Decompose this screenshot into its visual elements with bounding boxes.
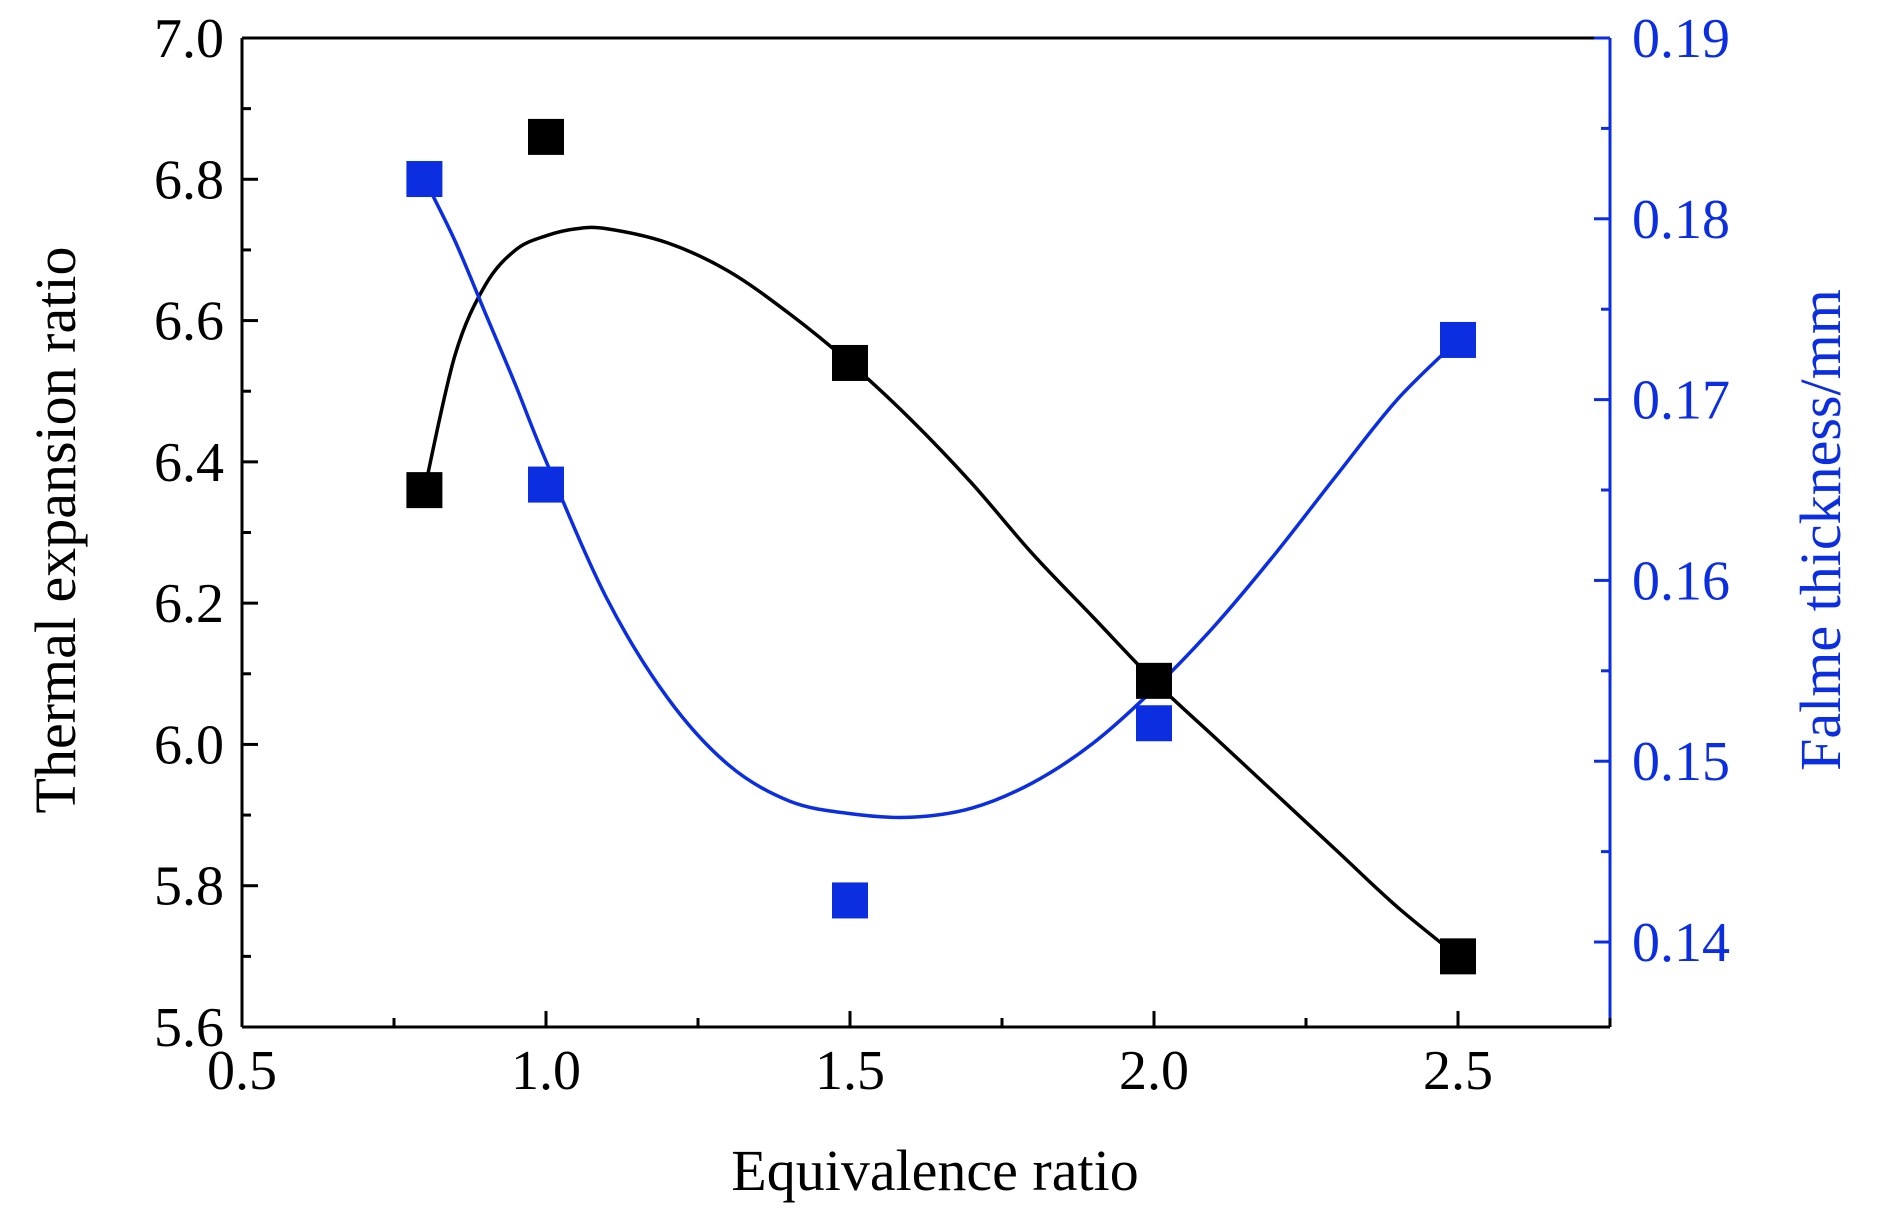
- marker-left: [406, 472, 443, 509]
- marker-left: [1136, 662, 1172, 699]
- y-left-tick-label: 6.6: [154, 291, 224, 353]
- y-left-tick-label: 7.0: [154, 8, 224, 70]
- y-left-tick-label: 5.8: [154, 856, 224, 918]
- data-markers: [406, 118, 1476, 975]
- x-tick-label: 2.5: [1423, 1040, 1493, 1102]
- marker-left: [1440, 938, 1476, 975]
- y-left-tick-label: 6.0: [154, 714, 224, 776]
- marker-right: [832, 882, 868, 919]
- marker-left: [832, 344, 868, 381]
- fit-curve-left: [422, 225, 1460, 958]
- y-left-tick-label: 6.8: [154, 149, 224, 211]
- y-right-tick-label: 0.14: [1632, 912, 1730, 974]
- x-tick-label: 0.5: [207, 1040, 277, 1102]
- marker-right: [528, 466, 564, 503]
- fit-curves: [422, 178, 1460, 958]
- x-tick-label: 1.0: [511, 1040, 581, 1102]
- fit-curve-right: [422, 178, 1460, 820]
- y-right-tick-label: 0.16: [1632, 550, 1730, 612]
- x-axis-title: Equivalence ratio: [731, 1138, 1138, 1203]
- y-left-axis-title: Thermal expansion ratio: [23, 247, 88, 814]
- marker-left: [528, 118, 564, 155]
- y-right-axis-title: Falme thickness/mm: [1788, 289, 1853, 771]
- y-right-tick-label: 0.15: [1632, 731, 1730, 793]
- axes: [240, 36, 1612, 1029]
- x-tick-label: 1.5: [815, 1040, 885, 1102]
- y-left-tick-label: 5.6: [154, 997, 224, 1059]
- tick-labels: 0.5 1.0 1.5 2.0 2.5 5.6 5.8 6.0 6.2 6.4 6.6 6.8 7.0 0…: [154, 8, 1730, 1102]
- y-right-tick-label: 0.18: [1632, 189, 1730, 251]
- y-right-tick-label: 0.19: [1632, 8, 1730, 70]
- y-left-tick-label: 6.4: [154, 432, 224, 494]
- x-tick-label: 2.0: [1119, 1040, 1189, 1102]
- marker-right: [1136, 705, 1172, 742]
- marker-right: [406, 161, 443, 198]
- y-left-tick-label: 6.2: [154, 573, 224, 635]
- marker-right: [1440, 321, 1476, 358]
- y-right-tick-label: 0.17: [1632, 370, 1730, 432]
